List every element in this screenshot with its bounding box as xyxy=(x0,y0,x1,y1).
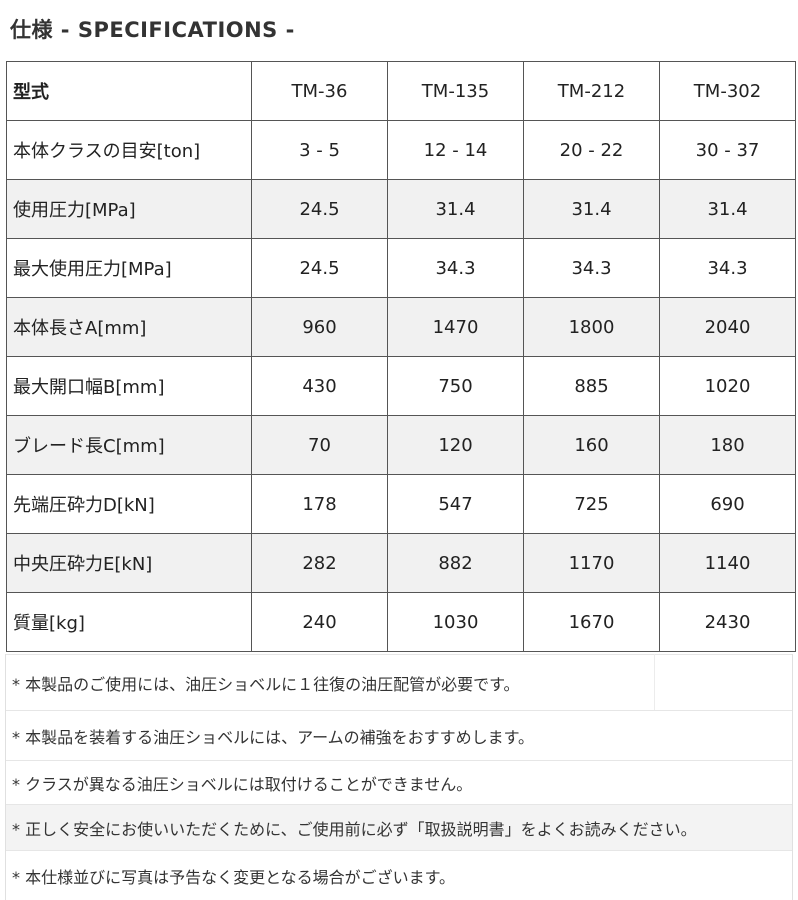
row-value: 178 xyxy=(251,474,388,534)
row-value: 725 xyxy=(523,474,660,534)
row-label: 中央圧砕力E[kN] xyxy=(6,533,252,593)
table-row: 本体クラスの目安[ton] 3 - 5 12 - 14 20 - 22 30 -… xyxy=(6,120,796,180)
row-label: 使用圧力[MPa] xyxy=(6,179,252,239)
row-value: 240 xyxy=(251,592,388,652)
row-value: 750 xyxy=(387,356,524,416)
row-value: 24.5 xyxy=(251,238,388,298)
table-row: 最大開口幅B[mm] 430 750 885 1020 xyxy=(6,356,796,416)
row-label: ブレード長C[mm] xyxy=(6,415,252,475)
header-model-tm-212: TM-212 xyxy=(523,61,660,121)
row-value: 20 - 22 xyxy=(523,120,660,180)
note-arm-reinforcement: * 本製品を装着する油圧ショベルには、アームの補強をおすすめします。 xyxy=(6,710,792,760)
row-value: 282 xyxy=(251,533,388,593)
table-row: 本体長さA[mm] 960 1470 1800 2040 xyxy=(6,297,796,357)
table-row: 最大使用圧力[MPa] 24.5 34.3 34.3 34.3 xyxy=(6,238,796,298)
table-row: 質量[kg] 240 1030 1670 2430 xyxy=(6,592,796,652)
row-value: 547 xyxy=(387,474,524,534)
header-model-tm-36: TM-36 xyxy=(251,61,388,121)
notes-divider xyxy=(654,654,655,710)
table-row: 使用圧力[MPa] 24.5 31.4 31.4 31.4 xyxy=(6,179,796,239)
row-value: 1140 xyxy=(659,533,796,593)
header-label: 型式 xyxy=(6,61,252,121)
row-value: 24.5 xyxy=(251,179,388,239)
page-title: 仕様 - SPECIFICATIONS - xyxy=(10,18,295,42)
row-value: 960 xyxy=(251,297,388,357)
row-value: 1800 xyxy=(523,297,660,357)
row-value: 3 - 5 xyxy=(251,120,388,180)
row-value: 690 xyxy=(659,474,796,534)
row-value: 1470 xyxy=(387,297,524,357)
row-value: 31.4 xyxy=(659,179,796,239)
row-value: 31.4 xyxy=(523,179,660,239)
row-value: 885 xyxy=(523,356,660,416)
note-spec-change: * 本仕様並びに写真は予告なく変更となる場合がございます。 xyxy=(6,850,792,900)
table-row: 先端圧砕力D[kN] 178 547 725 690 xyxy=(6,474,796,534)
row-label: 先端圧砕力D[kN] xyxy=(6,474,252,534)
note-piping-requirement: * 本製品のご使用には、油圧ショベルに１往復の油圧配管が必要です。 xyxy=(6,654,792,710)
row-label: 本体長さA[mm] xyxy=(6,297,252,357)
spec-table: 型式 TM-36 TM-135 TM-212 TM-302 本体クラスの目安[t… xyxy=(6,61,796,652)
row-value: 34.3 xyxy=(523,238,660,298)
header-model-tm-302: TM-302 xyxy=(659,61,796,121)
row-value: 31.4 xyxy=(387,179,524,239)
row-label: 最大使用圧力[MPa] xyxy=(6,238,252,298)
row-value: 2040 xyxy=(659,297,796,357)
row-value: 160 xyxy=(523,415,660,475)
notes-frame-left xyxy=(5,654,6,900)
header-model-tm-135: TM-135 xyxy=(387,61,524,121)
row-value: 1170 xyxy=(523,533,660,593)
row-value: 34.3 xyxy=(387,238,524,298)
table-row: ブレード長C[mm] 70 120 160 180 xyxy=(6,415,796,475)
row-value: 34.3 xyxy=(659,238,796,298)
row-value: 12 - 14 xyxy=(387,120,524,180)
row-value: 120 xyxy=(387,415,524,475)
row-value: 430 xyxy=(251,356,388,416)
row-label: 最大開口幅B[mm] xyxy=(6,356,252,416)
row-value: 70 xyxy=(251,415,388,475)
row-value: 1030 xyxy=(387,592,524,652)
row-label: 質量[kg] xyxy=(6,592,252,652)
table-header-row: 型式 TM-36 TM-135 TM-212 TM-302 xyxy=(6,61,796,121)
row-value: 882 xyxy=(387,533,524,593)
row-value: 30 - 37 xyxy=(659,120,796,180)
note-read-manual: * 正しく安全にお使いいただくために、ご使用前に必ず「取扱説明書」をよくお読みく… xyxy=(6,804,792,850)
notes-frame-right xyxy=(792,654,793,900)
table-row: 中央圧砕力E[kN] 282 882 1170 1140 xyxy=(6,533,796,593)
note-class-compatibility: * クラスが異なる油圧ショベルには取付けることができません。 xyxy=(6,760,792,804)
row-value: 1020 xyxy=(659,356,796,416)
row-label: 本体クラスの目安[ton] xyxy=(6,120,252,180)
row-value: 2430 xyxy=(659,592,796,652)
row-value: 180 xyxy=(659,415,796,475)
row-value: 1670 xyxy=(523,592,660,652)
